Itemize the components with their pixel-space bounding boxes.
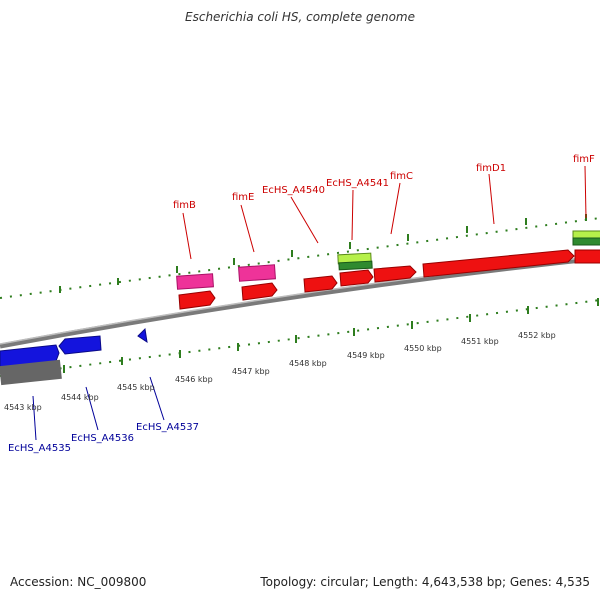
genome-backbone bbox=[0, 255, 600, 349]
gene-fimD1[interactable] bbox=[422, 249, 575, 278]
gene-label-EcHS_A4536: EcHS_A4536 bbox=[71, 433, 134, 444]
tick-label: 4545 kbp bbox=[117, 383, 155, 392]
gene-label-fimD1: fimD1 bbox=[476, 163, 506, 174]
tick-label: 4547 kbp bbox=[232, 367, 270, 376]
tick-labels: 4543 kbp 4544 kbp 4545 kbp 4546 kbp 4547… bbox=[4, 331, 556, 412]
tick-label: 4543 kbp bbox=[4, 403, 42, 412]
reverse-gene-labels: EcHS_A4535 EcHS_A4536 EcHS_A4537 bbox=[8, 422, 199, 454]
tick-label: 4548 kbp bbox=[289, 359, 327, 368]
tick-label: 4550 kbp bbox=[404, 344, 442, 353]
rna-feature[interactable] bbox=[0, 359, 62, 386]
tick-label: 4549 kbp bbox=[347, 351, 385, 360]
gene-fimE[interactable] bbox=[241, 282, 278, 301]
gene-EcHS_A4541-feature-2[interactable] bbox=[338, 260, 373, 271]
gene-label-EcHS_A4540: EcHS_A4540 bbox=[262, 185, 325, 196]
accession-info: Accession: NC_009800 bbox=[10, 575, 147, 589]
tick-label: 4546 kbp bbox=[175, 375, 213, 384]
gene-label-fimB: fimB bbox=[173, 200, 196, 211]
gene-label-EcHS_A4541: EcHS_A4541 bbox=[326, 178, 389, 189]
tick-label: 4551 kbp bbox=[461, 337, 499, 346]
gene-label-EcHS_A4535: EcHS_A4535 bbox=[8, 443, 71, 454]
forward-gene-labels: fimB fimE EcHS_A4540 EcHS_A4541 fimC fim… bbox=[173, 154, 595, 211]
gene-fimF[interactable] bbox=[574, 249, 600, 264]
gene-fimC[interactable] bbox=[373, 265, 417, 283]
gene-label-EcHS_A4537: EcHS_A4537 bbox=[136, 422, 199, 433]
gene-EcHS_A4541[interactable] bbox=[339, 269, 374, 287]
gene-EcHS_A4536[interactable] bbox=[58, 335, 102, 355]
gene-EcHS_A4537[interactable] bbox=[137, 327, 148, 344]
gene-fimB[interactable] bbox=[178, 290, 216, 310]
tick-label: 4552 kbp bbox=[518, 331, 556, 340]
gene-fimE-feature[interactable] bbox=[238, 264, 276, 282]
gene-label-fimF: fimF bbox=[573, 154, 595, 165]
gene-EcHS_A4540[interactable] bbox=[303, 275, 338, 293]
genome-stats: Topology: circular; Length: 4,643,538 bp… bbox=[260, 575, 590, 589]
map-title: Escherichia coli HS, complete genome bbox=[185, 10, 415, 24]
gene-fimB-feature[interactable] bbox=[176, 273, 214, 290]
tick-label: 4544 kbp bbox=[61, 393, 99, 402]
gene-fimF-feature-2[interactable] bbox=[572, 237, 600, 246]
gene-label-fimE: fimE bbox=[232, 192, 254, 203]
gene-label-fimC: fimC bbox=[390, 171, 413, 182]
